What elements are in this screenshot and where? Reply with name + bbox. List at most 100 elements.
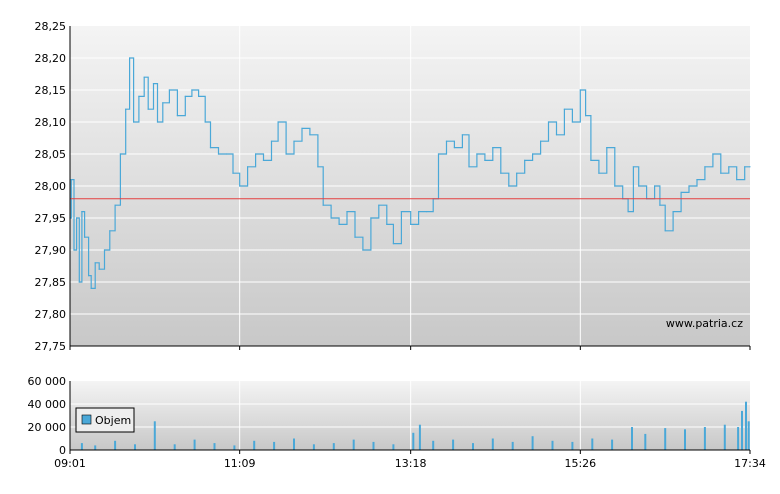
price-point	[354, 236, 356, 238]
volume-bar	[631, 427, 633, 450]
volume-bar	[412, 432, 415, 451]
price-panel: 28,25 28,20 28,15 28,10 28,05 28,00 27,95 27,90…	[35, 20, 751, 353]
price-point	[217, 153, 220, 155]
price-y-tick-label: 27,75	[35, 340, 67, 353]
price-point	[445, 140, 448, 142]
price-point	[468, 166, 470, 168]
legend-swatch	[81, 414, 92, 425]
price-point	[585, 115, 587, 117]
price-point	[590, 159, 592, 161]
price-point	[125, 108, 127, 110]
price-point	[225, 153, 227, 155]
price-point	[672, 211, 674, 213]
volume-bar	[747, 421, 750, 451]
volume-bar	[114, 440, 117, 450]
price-point	[492, 147, 494, 149]
price-point	[736, 179, 738, 181]
price-point	[598, 172, 600, 174]
price-point	[720, 172, 722, 174]
price-y-tick-label: 28,25	[35, 20, 67, 33]
volume-bar	[644, 433, 647, 450]
price-point	[191, 89, 193, 91]
volume-bar	[703, 427, 706, 450]
price-point	[73, 249, 75, 251]
volume-bar	[664, 428, 667, 450]
price-point	[453, 147, 455, 149]
price-point	[309, 134, 311, 136]
price-point	[437, 153, 440, 155]
price-point	[255, 153, 257, 155]
price-point	[392, 243, 394, 245]
price-point	[638, 185, 640, 187]
volume-bar	[273, 441, 276, 450]
price-point	[103, 249, 106, 251]
price-point	[410, 223, 412, 225]
price-point	[524, 159, 526, 161]
price-point	[232, 172, 234, 174]
price-point	[168, 89, 170, 91]
price-y-tick-label: 28,10	[35, 116, 67, 129]
legend-label: Objem	[95, 414, 131, 427]
price-point	[70, 179, 72, 181]
price-point	[728, 166, 730, 168]
volume-bar	[737, 427, 740, 450]
price-point	[209, 147, 212, 149]
volume-y-tick-label: 20 000	[28, 421, 67, 434]
volume-bar	[745, 401, 747, 450]
price-point	[262, 159, 265, 161]
volume-bar	[233, 445, 236, 450]
volume-bar	[723, 424, 726, 450]
price-point	[426, 211, 428, 213]
price-point	[540, 140, 542, 142]
price-point	[270, 140, 273, 142]
price-point	[484, 159, 486, 161]
volume-bar	[312, 444, 315, 451]
volume-bar	[94, 445, 97, 450]
time-tick-label: 17:34	[734, 457, 766, 470]
price-point	[119, 153, 121, 155]
volume-bar	[531, 436, 534, 450]
price-point	[680, 191, 682, 193]
price-point	[88, 275, 90, 277]
price-point	[138, 95, 140, 97]
price-point	[547, 121, 550, 123]
price-point	[317, 166, 319, 168]
price-y-tick-label: 28,05	[35, 148, 67, 161]
volume-bar	[611, 439, 614, 450]
price-point	[627, 211, 629, 213]
time-tick-label: 13:18	[395, 457, 427, 470]
price-point	[184, 95, 186, 97]
volume-y-tick-label: 40 000	[28, 398, 67, 411]
volume-y-tick-label: 0	[59, 444, 66, 457]
price-point	[247, 166, 249, 168]
time-tick-label: 09:01	[54, 457, 86, 470]
price-y-tick-label: 27,95	[35, 212, 67, 225]
price-point	[114, 204, 116, 206]
price-point	[606, 147, 608, 149]
price-point	[285, 153, 287, 155]
price-point	[133, 121, 135, 123]
volume-bar	[80, 443, 83, 450]
volume-bar	[551, 440, 554, 450]
volume-bar	[511, 441, 514, 450]
price-point	[704, 166, 706, 168]
volume-bar	[392, 444, 395, 451]
price-point	[370, 217, 372, 219]
volume-plot-area	[70, 381, 750, 450]
volume-y-tick-label: 60 000	[28, 375, 67, 388]
volume-bar	[193, 439, 196, 450]
volume-bar	[332, 443, 335, 450]
price-point	[400, 211, 402, 213]
volume-bar	[491, 438, 494, 450]
price-point	[94, 262, 96, 264]
volume-bar	[352, 439, 355, 450]
volume-bar	[418, 424, 421, 450]
price-point	[508, 185, 510, 187]
volume-bar	[173, 444, 176, 451]
time-tick-label: 15:26	[564, 457, 596, 470]
price-point	[162, 102, 164, 104]
volume-legend: Objem	[75, 407, 135, 433]
volume-panel: 60 000 40 000 20 000 0 Objem	[28, 375, 750, 457]
price-point	[418, 211, 420, 213]
